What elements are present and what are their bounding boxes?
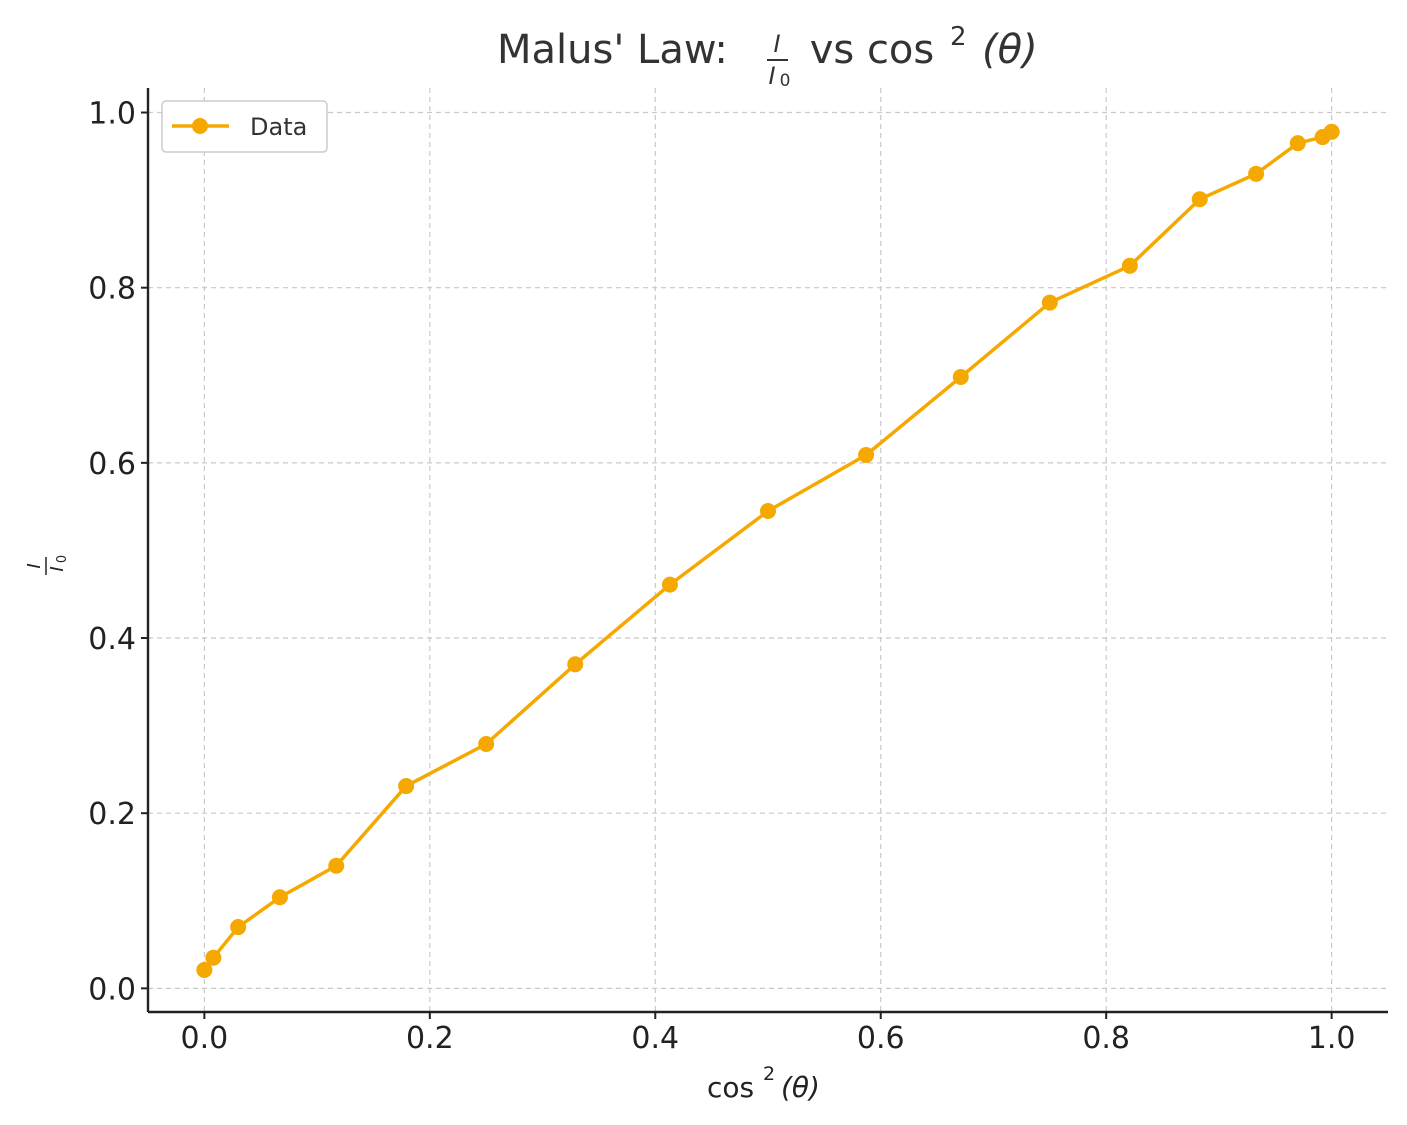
chart-title-prefix: Malus' Law: xyxy=(497,27,741,73)
y-tick-label: 0.4 xyxy=(88,622,136,657)
data-point xyxy=(1323,123,1340,140)
y-tick-label: 1.0 xyxy=(88,97,136,132)
series-layer xyxy=(196,123,1340,978)
data-point xyxy=(230,919,247,936)
data-point xyxy=(271,889,288,906)
data-point xyxy=(760,503,776,520)
y-tick-label: 0.8 xyxy=(88,272,136,307)
data-point xyxy=(328,857,345,874)
legend-frame xyxy=(161,100,328,153)
data-point xyxy=(858,446,875,463)
x-axis-label: cos 2 (θ) xyxy=(707,1063,820,1104)
x-axis-label-argument: (θ) xyxy=(781,1071,820,1104)
data-point xyxy=(952,369,969,386)
chart-title-fraction-denominator: I xyxy=(768,62,775,90)
chart-title-fraction-numerator: I xyxy=(773,30,780,58)
data-point xyxy=(1121,257,1138,274)
x-axis-label-base: cos xyxy=(707,1071,754,1104)
y-axis-label-numerator: I xyxy=(24,563,45,568)
y-axis-label-denominator: I xyxy=(47,566,68,571)
data-point xyxy=(1289,135,1306,152)
chart-title: Malus' Law: I I 0 vs cos 2 (θ) xyxy=(497,22,1038,91)
y-tick-label: 0.0 xyxy=(88,972,136,1007)
x-axis-label-superscript: 2 xyxy=(763,1063,775,1085)
chart-title-superscript: 2 xyxy=(950,22,967,52)
legend-marker-sample xyxy=(192,118,208,134)
y-axis-label-subscript: 0 xyxy=(55,555,70,563)
x-tick-label: 0.0 xyxy=(181,1021,229,1056)
data-point xyxy=(661,576,678,593)
data-point xyxy=(196,961,213,978)
legend: Data xyxy=(161,100,328,153)
x-tick-label: 0.8 xyxy=(1082,1021,1130,1056)
x-tick-label: 0.2 xyxy=(406,1021,454,1056)
x-tick-label: 0.6 xyxy=(857,1021,905,1056)
x-tick-label: 0.4 xyxy=(631,1021,679,1056)
ticks: 0.0 0.2 0.4 0.6 0.8 1.0 0.0 0.2 0.4 0.6 0.8 1.0 xyxy=(88,97,1355,1056)
grid xyxy=(148,88,1388,1012)
chart-title-middle: vs cos xyxy=(797,27,934,73)
axes xyxy=(146,88,1388,1014)
y-tick-label: 0.2 xyxy=(88,797,136,832)
chart-title-fraction-subscript: 0 xyxy=(780,71,791,91)
data-point xyxy=(1248,165,1265,182)
data-point xyxy=(567,656,584,673)
data-point xyxy=(1191,191,1208,208)
y-tick-label: 0.6 xyxy=(88,447,136,482)
data-point xyxy=(478,735,495,752)
chart-title-suffix: (θ) xyxy=(982,27,1038,73)
x-tick-label: 1.0 xyxy=(1308,1021,1356,1056)
y-axis-label: I I 0 xyxy=(24,555,70,575)
data-point xyxy=(1041,294,1058,311)
legend-label-data: Data xyxy=(250,113,307,141)
data-point xyxy=(205,949,222,966)
data-point xyxy=(398,778,415,795)
